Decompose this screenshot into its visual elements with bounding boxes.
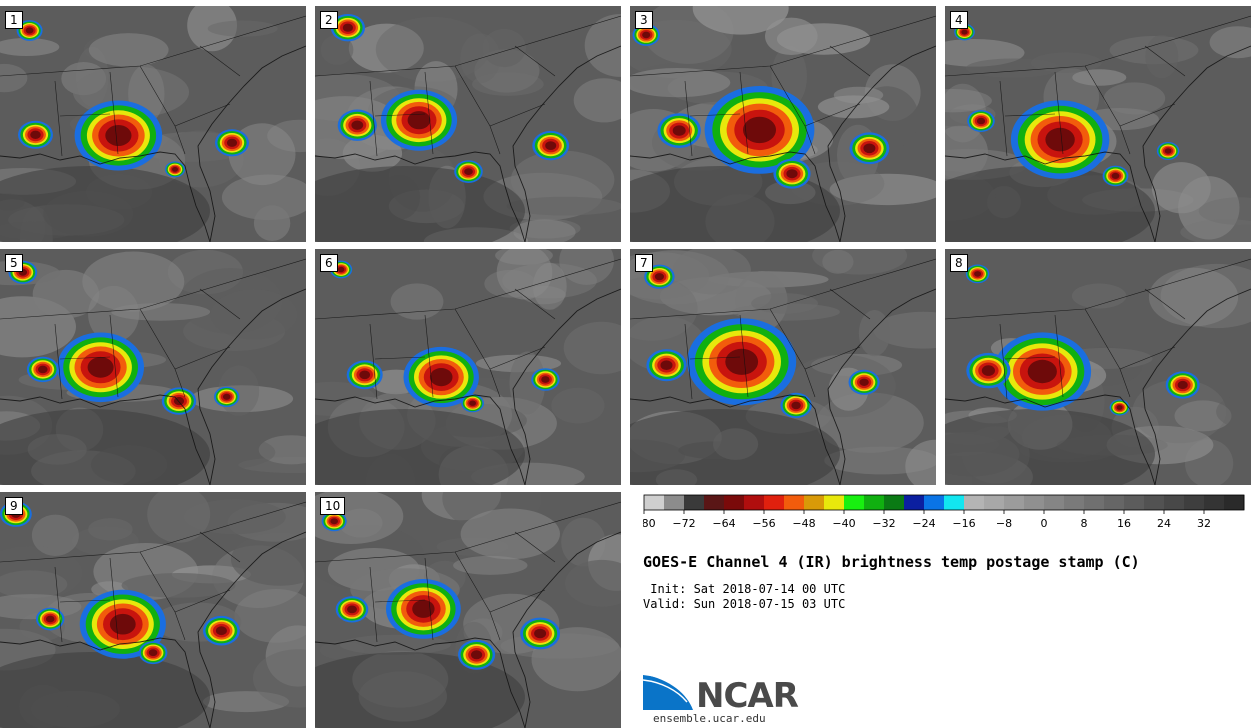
colorbar-tick-label: 8 xyxy=(1081,517,1088,530)
colorbar-tick-label: −40 xyxy=(832,517,855,530)
colorbar-swatch xyxy=(764,495,785,510)
colorbar-tick-label: 16 xyxy=(1117,517,1131,530)
colorbar-swatch xyxy=(1124,495,1145,510)
colorbar-swatch xyxy=(944,495,965,510)
stamp-number: 7 xyxy=(635,254,653,272)
colorbar-tick-label: −64 xyxy=(712,517,735,530)
colorbar-tick-label: −72 xyxy=(672,517,695,530)
colorbar-swatch xyxy=(644,495,665,510)
logo-wordmark: NCAR xyxy=(696,676,799,716)
colorbar-swatch xyxy=(1064,495,1085,510)
stamp-panel-10: 10 xyxy=(315,492,621,728)
colorbar-swatch xyxy=(984,495,1005,510)
colorbar-swatch xyxy=(804,495,825,510)
colorbar-swatch xyxy=(824,495,845,510)
colorbar-swatch xyxy=(744,495,765,510)
stamp-panel-9: 9 xyxy=(0,492,306,728)
stamp-panel-8: 8 xyxy=(945,249,1251,485)
colorbar-tick-label: 0 xyxy=(1041,517,1048,530)
stamp-number: 4 xyxy=(950,11,968,29)
logo-url: ensemble.ucar.edu xyxy=(653,712,766,725)
stamp-map-8 xyxy=(945,258,1251,485)
ncar-logo-icon xyxy=(643,673,693,710)
colorbar-swatch xyxy=(844,495,865,510)
stamp-number: 5 xyxy=(5,254,23,272)
colorbar-swatch xyxy=(1024,495,1045,510)
stamp-map-1 xyxy=(0,6,306,242)
stamp-panel-6: 6 xyxy=(315,249,621,485)
stamp-map-4 xyxy=(945,15,1251,242)
colorbar-swatch xyxy=(1004,495,1025,510)
colorbar-swatch xyxy=(904,495,925,510)
colorbar-swatch xyxy=(1104,495,1125,510)
stamp-panel-3: 3 xyxy=(630,6,936,242)
colorbar-swatch xyxy=(704,495,725,510)
colorbar-swatch xyxy=(784,495,805,510)
stamp-panel-5: 5 xyxy=(0,249,306,485)
colorbar-swatch xyxy=(664,495,685,510)
stamp-number: 1 xyxy=(5,11,23,29)
colorbar-swatch xyxy=(1204,495,1225,510)
colorbar-tick-label: −8 xyxy=(996,517,1012,530)
stamp-panel-7: 7 xyxy=(630,249,936,485)
stamp-map-3 xyxy=(630,6,936,242)
colorbar-tick-label: −16 xyxy=(952,517,975,530)
stamp-panel-2: 2 xyxy=(315,6,621,242)
colorbar-tick-label: −48 xyxy=(792,517,815,530)
colorbar-swatch xyxy=(684,495,705,510)
stamp-map-7 xyxy=(630,249,936,485)
colorbar-tick-label: −56 xyxy=(752,517,775,530)
colorbar-swatch xyxy=(1144,495,1165,510)
colorbar-swatch xyxy=(724,495,745,510)
stamp-panel-4: 4 xyxy=(945,6,1251,242)
colorbar-tick-label: −80 xyxy=(643,517,656,530)
stamp-map-2 xyxy=(315,14,621,242)
colorbar-tick-label: −24 xyxy=(912,517,935,530)
colorbar-tick-label: 24 xyxy=(1157,517,1171,530)
init-time: Init: Sat 2018-07-14 00 UTC xyxy=(643,582,846,596)
stamp-panel-1: 1 xyxy=(0,6,306,242)
stamp-number: 10 xyxy=(320,497,346,515)
stamp-map-5 xyxy=(0,249,306,485)
colorbar-swatch xyxy=(924,495,945,510)
stamp-number: 8 xyxy=(950,254,968,272)
stamp-map-9 xyxy=(0,492,306,728)
stamp-map-6 xyxy=(315,249,621,485)
colorbar-tick-label: −32 xyxy=(872,517,895,530)
stamp-map-10 xyxy=(315,492,621,728)
colorbar-swatch xyxy=(884,495,905,510)
stamp-number: 6 xyxy=(320,254,338,272)
colorbar-tick-label: 32 xyxy=(1197,517,1211,530)
stamp-number: 9 xyxy=(5,497,23,515)
colorbar-swatch xyxy=(864,495,885,510)
colorbar-swatch xyxy=(964,495,985,510)
colorbar-swatch xyxy=(1044,495,1065,510)
page-title: GOES-E Channel 4 (IR) brightness temp po… xyxy=(643,553,1140,571)
colorbar-swatch xyxy=(1084,495,1105,510)
colorbar-swatch xyxy=(1184,495,1205,510)
colorbar-swatch xyxy=(1224,495,1245,510)
colorbar-swatch xyxy=(1164,495,1185,510)
valid-time: Valid: Sun 2018-07-15 03 UTC xyxy=(643,597,846,611)
stamp-number: 2 xyxy=(320,11,338,29)
stamp-number: 3 xyxy=(635,11,653,29)
